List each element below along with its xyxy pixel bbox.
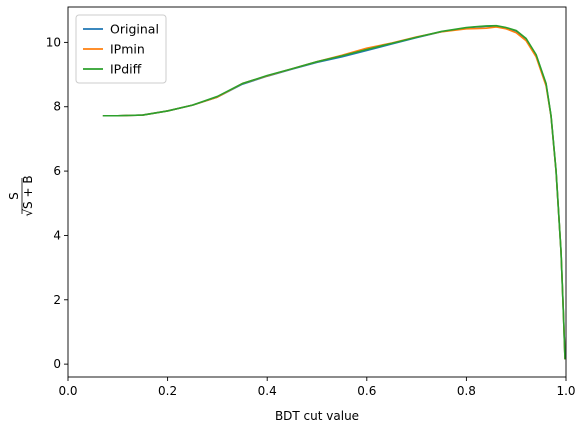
x-tick-label: 0.6 [357, 384, 376, 398]
y-axis-label-numerator: S [7, 192, 21, 200]
x-tick-label: 0.0 [58, 384, 77, 398]
y-tick-label: 10 [46, 35, 61, 49]
legend-label: IPmin [110, 42, 145, 57]
axes-frame [67, 6, 567, 378]
y-tick-label: 8 [53, 100, 61, 114]
y-axis-label-denominator: √S + B [21, 175, 35, 216]
legend-box [75, 14, 167, 84]
series-line-ipdiff [102, 24, 566, 360]
x-tick-label: 1.0 [556, 384, 575, 398]
x-axis-label: BDT cut value [275, 409, 359, 423]
y-tick-label: 0 [53, 357, 61, 371]
x-tick-label: 0.4 [258, 384, 277, 398]
y-tick-label: 6 [53, 164, 61, 178]
legend-label: IPdiff [110, 62, 142, 77]
series-line-original [102, 25, 566, 360]
axes-layer: 0.0 0.2 0.4 0.6 0.8 1.0 0 2 4 6 8 10 [46, 6, 576, 398]
y-tick-label: 2 [53, 293, 61, 307]
legend-label: Original [110, 22, 159, 37]
legend: Original IPmin IPdiff [75, 14, 167, 84]
series-layer [102, 24, 566, 360]
series-line-ipmin [102, 26, 566, 360]
y-axis-label: S √S + B [7, 175, 35, 216]
x-tick-label: 0.8 [457, 384, 476, 398]
x-tick-label: 0.2 [158, 384, 177, 398]
y-tick-label: 4 [53, 228, 61, 242]
